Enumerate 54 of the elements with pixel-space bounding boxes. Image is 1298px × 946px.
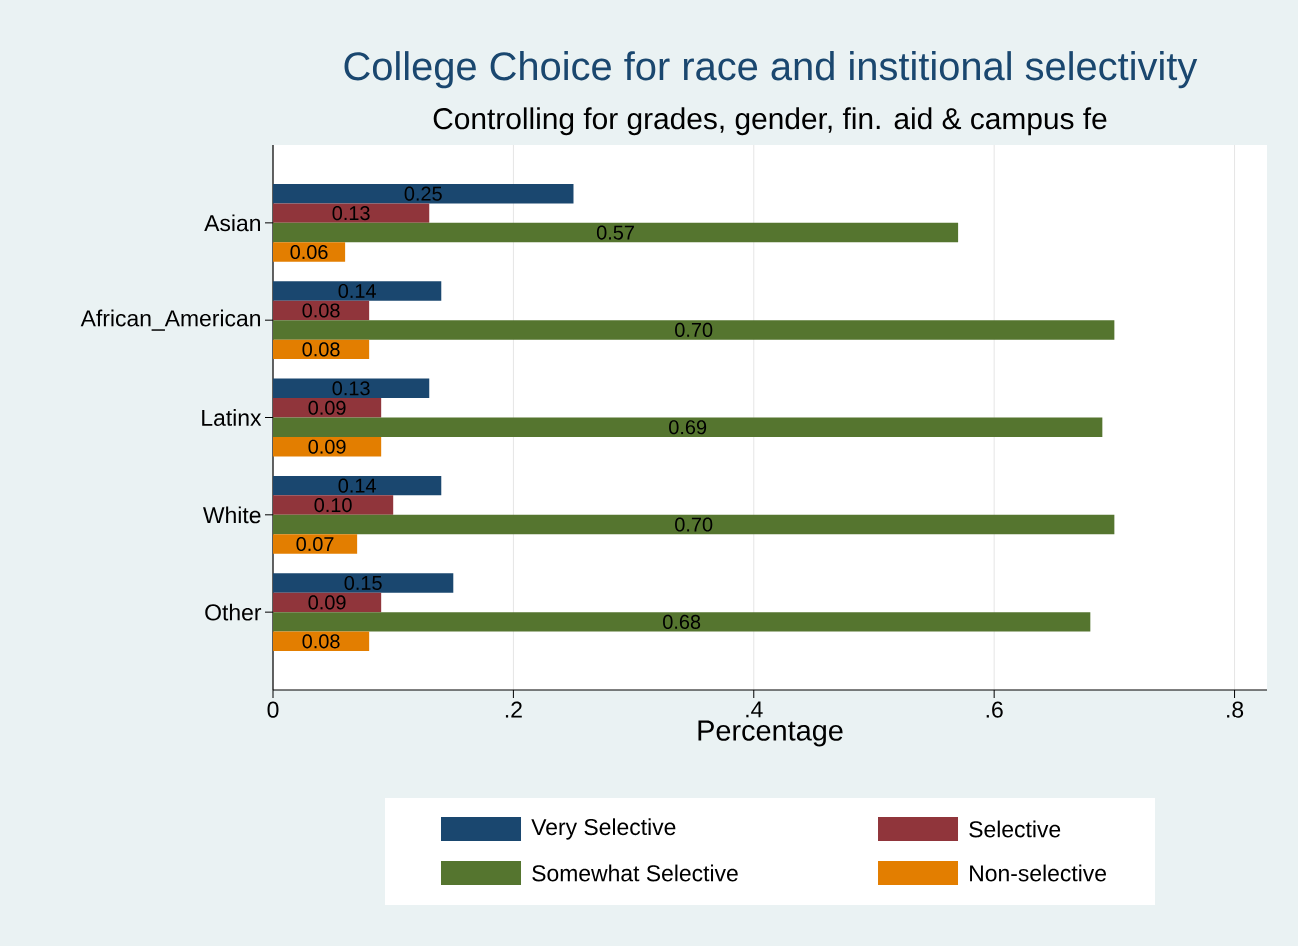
data-label: 0.09 [308, 595, 346, 610]
bar [273, 183, 574, 204]
x-tick-label: .2 [505, 701, 522, 718]
data-label: 0.14 [338, 283, 376, 299]
bar [273, 592, 382, 613]
x-tick-label: .4 [746, 701, 763, 718]
data-label: 0.07 [296, 536, 334, 552]
data-label: 0.25 [404, 186, 442, 201]
data-label: 0.09 [308, 400, 346, 415]
bar [273, 378, 430, 399]
data-label: 0.10 [314, 498, 352, 513]
data-label: 0.09 [308, 439, 346, 454]
x-tick-label: .8 [1227, 701, 1244, 718]
x-tick-label: 0 [267, 701, 279, 718]
bar [273, 242, 346, 262]
data-label: 0.14 [338, 478, 376, 493]
legend-label: Selective [969, 820, 1061, 838]
bar [273, 573, 454, 593]
bar [273, 203, 430, 223]
bar [273, 398, 382, 418]
data-label: 0.08 [302, 634, 340, 649]
chart-subtitle: Controlling for grades, gender, fin. aid & campus fe [433, 107, 1107, 136]
bar [273, 222, 959, 243]
bar [273, 612, 1091, 632]
x-tick-label: .6 [986, 701, 1003, 718]
legend-label: Very Selective [531, 818, 676, 840]
bar [273, 475, 442, 496]
bar [273, 534, 358, 554]
data-label: 0.13 [332, 381, 370, 396]
bar [273, 495, 394, 515]
y-tick-label: Latinx [202, 409, 262, 426]
data-label: 0.13 [332, 206, 370, 221]
legend-label: Somewhat Selective [532, 864, 738, 882]
data-label: 0.70 [675, 322, 713, 337]
data-label: 0.08 [302, 342, 340, 357]
y-tick-label: Asian [204, 214, 260, 232]
bar [273, 281, 442, 301]
data-label: 0.68 [663, 614, 701, 629]
y-tick-label: Other [205, 603, 262, 621]
data-label: 0.69 [669, 420, 707, 435]
x-axis-title: Percentage [698, 720, 843, 747]
data-label: 0.08 [302, 303, 340, 318]
bar [273, 320, 1115, 340]
data-label: 0.57 [596, 225, 634, 240]
data-label: 0.70 [675, 517, 713, 532]
y-tick-label: White [203, 506, 261, 524]
bar [273, 436, 382, 457]
data-label: 0.06 [290, 245, 328, 260]
data-label: 0.15 [344, 575, 382, 590]
chart-title: College Choice for race and institional selectivity [344, 51, 1198, 89]
y-tick-label: African_American [80, 309, 260, 331]
bar [273, 514, 1115, 535]
bar [273, 417, 1103, 437]
legend-label: Non-selective [970, 864, 1106, 882]
